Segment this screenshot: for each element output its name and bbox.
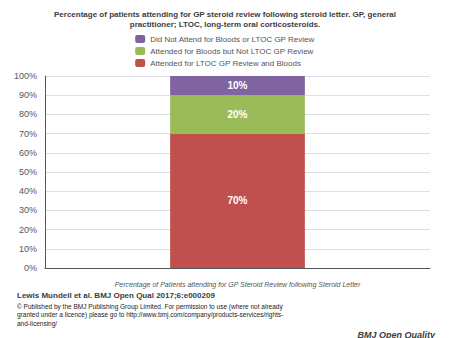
svg-text:Percentage of patients attendi: Percentage of patients attending for GP … [54, 10, 396, 19]
svg-text:100%: 100% [14, 71, 37, 81]
svg-text:© Published by the BMJ Publish: © Published by the BMJ Publishing Group … [17, 303, 283, 311]
svg-text:70%: 70% [19, 129, 37, 139]
svg-text:70%: 70% [227, 195, 247, 206]
svg-text:0%: 0% [24, 263, 37, 273]
svg-text:Attended for Bloods but Not LT: Attended for Bloods but Not LTOC GP Revi… [150, 47, 313, 56]
svg-text:Percentage of Patients attendi: Percentage of Patients attending for GP … [115, 281, 361, 289]
svg-text:granted under a licence) pleas: granted under a licence) please go to ht… [17, 311, 283, 319]
svg-text:20%: 20% [19, 225, 37, 235]
svg-text:Did Not Attend for Bloods or L: Did Not Attend for Bloods or LTOC GP Rev… [150, 35, 314, 44]
svg-text:Lewis Mundell et al. BMJ Open: Lewis Mundell et al. BMJ Open Qual 2017;… [17, 291, 215, 300]
svg-text:90%: 90% [19, 90, 37, 100]
svg-text:practitioner; LTOC, long-term: practitioner; LTOC, long-term oral corti… [130, 20, 320, 29]
svg-text:Attended for LTOC GP Review an: Attended for LTOC GP Review and Bloods [150, 59, 301, 68]
svg-text:10%: 10% [227, 80, 247, 91]
svg-text:30%: 30% [19, 205, 37, 215]
svg-text:80%: 80% [19, 109, 37, 119]
svg-text:60%: 60% [19, 148, 37, 158]
svg-text:and-licensing/: and-licensing/ [17, 320, 57, 328]
svg-text:BMJ Open Quality: BMJ Open Quality [357, 330, 436, 338]
svg-text:20%: 20% [227, 109, 247, 120]
svg-text:40%: 40% [19, 186, 37, 196]
svg-text:50%: 50% [19, 167, 37, 177]
svg-text:10%: 10% [19, 244, 37, 254]
